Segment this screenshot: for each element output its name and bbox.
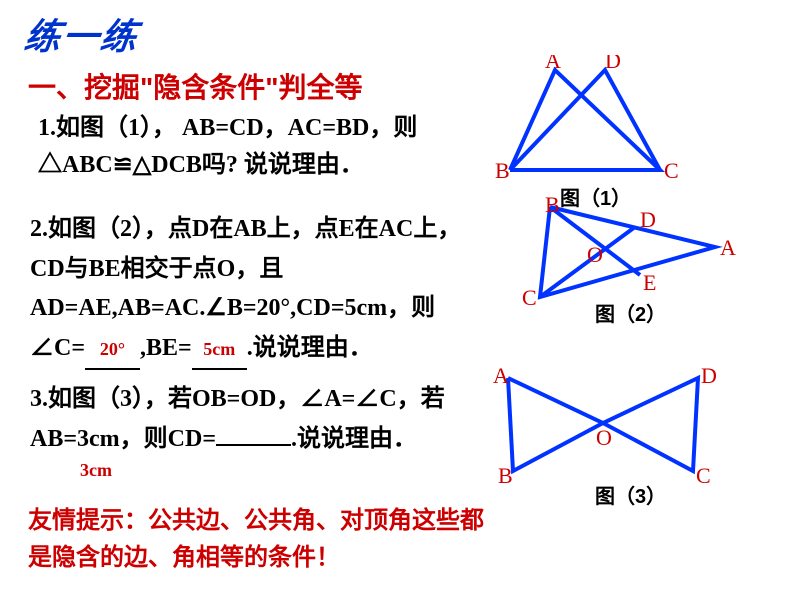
figure-2: A B C D E O (505, 195, 745, 315)
figure-3-label: 图（3） (595, 480, 666, 509)
svg-text:A: A (545, 55, 561, 73)
svg-text:C: C (696, 463, 711, 488)
question-3: 3.如图（3），若OB=OD，∠A=∠C，若AB=3cm，则CD=.说说理由． (30, 380, 500, 459)
svg-text:B: B (495, 158, 510, 183)
svg-text:O: O (587, 242, 603, 267)
header-title: 练一练 (21, 8, 142, 60)
hint-text: 友情提示：公共边、公共角、对顶角这些都是隐含的边、角相等的条件！ (28, 502, 498, 576)
svg-text:B: B (498, 463, 513, 488)
svg-text:D: D (701, 363, 717, 388)
q2-mid: ,BE= (140, 335, 192, 361)
svg-text:D: D (605, 55, 621, 73)
q2-blank-1: 20° (85, 329, 140, 371)
svg-text:A: A (720, 235, 736, 260)
q2-suffix: .说说理由． (247, 335, 373, 361)
figure-1: A B C D (495, 55, 695, 190)
figure-3: A B C D O (488, 363, 723, 488)
svg-text:D: D (640, 207, 656, 232)
q2-blank-2: 5cm (192, 329, 247, 371)
svg-text:A: A (493, 363, 509, 388)
svg-text:C: C (664, 158, 679, 183)
q3-suffix: .说说理由． (291, 426, 417, 452)
svg-text:O: O (596, 425, 612, 450)
question-1: 1.如图（1）， AB=CD，AC=BD，则△ABC≌△DCB吗? 说说理由． (38, 110, 478, 184)
q2-ans-1: 20° (100, 339, 125, 359)
q2-ans-2: 5cm (203, 339, 235, 359)
question-2: 2.如图（2），点D在AB上，点E在AC上，CD与BE相交于点O，且AD=AE,… (30, 210, 490, 370)
q3-answer: 3cm (80, 460, 112, 481)
q3-blank (216, 444, 291, 446)
svg-text:E: E (643, 270, 656, 295)
svg-text:C: C (522, 285, 537, 310)
section-title: 一、挖掘"隐含条件"判全等 (28, 66, 363, 106)
figure-2-label: 图（2） (595, 298, 666, 327)
svg-text:B: B (545, 195, 560, 217)
